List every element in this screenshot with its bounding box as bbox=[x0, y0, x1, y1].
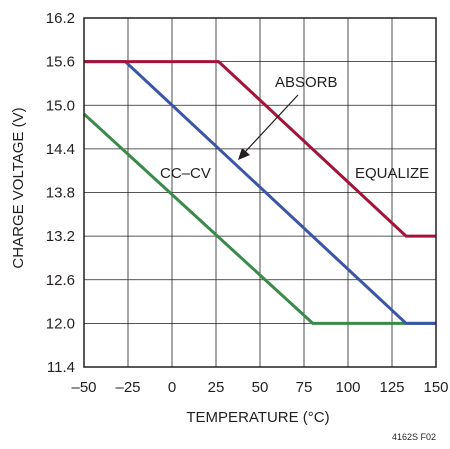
y-tick-label: 15.6 bbox=[46, 54, 75, 71]
y-tick-label: 13.2 bbox=[46, 228, 75, 245]
y-tick-label: 13.8 bbox=[46, 185, 75, 202]
y-tick-label: 12.0 bbox=[46, 315, 75, 332]
series-lines bbox=[82, 60, 436, 325]
y-tick-labels: 11.4 12.0 12.6 13.2 13.8 14.4 15.0 15.6 16.2 bbox=[46, 10, 75, 376]
annotation-equalize: EQUALIZE bbox=[355, 165, 429, 182]
figure-id: 4162S F02 bbox=[392, 432, 436, 442]
y-tick-label: 11.4 bbox=[47, 359, 75, 376]
x-tick-label: –25 bbox=[115, 379, 140, 396]
grid bbox=[84, 18, 436, 367]
y-tick-label: 16.2 bbox=[46, 10, 75, 27]
x-tick-label: 125 bbox=[379, 379, 404, 396]
x-tick-label: –50 bbox=[71, 379, 96, 396]
x-tick-label: 75 bbox=[296, 379, 313, 396]
x-tick-label: 50 bbox=[252, 379, 269, 396]
y-tick-label: 15.0 bbox=[46, 97, 75, 114]
x-axis-title: TEMPERATURE (°C) bbox=[186, 409, 329, 426]
plot-frame bbox=[83, 17, 437, 368]
y-tick-label: 14.4 bbox=[46, 141, 75, 158]
annotation-cc-cv: CC–CV bbox=[160, 165, 211, 182]
x-tick-label: 100 bbox=[335, 379, 360, 396]
y-axis-title: CHARGE VOLTAGE (V) bbox=[10, 107, 27, 268]
x-tick-labels: –50 –25 0 25 50 75 100 125 150 bbox=[71, 379, 448, 396]
annotation-arrow bbox=[238, 94, 299, 160]
series-line-cc-cv bbox=[82, 112, 436, 325]
x-tick-label: 0 bbox=[168, 379, 176, 396]
series-line-equalize bbox=[84, 60, 436, 238]
y-tick-label: 12.6 bbox=[46, 272, 75, 289]
x-tick-label: 150 bbox=[423, 379, 448, 396]
x-tick-label: 25 bbox=[208, 379, 225, 396]
annotation-absorb: ABSORB bbox=[275, 74, 338, 91]
